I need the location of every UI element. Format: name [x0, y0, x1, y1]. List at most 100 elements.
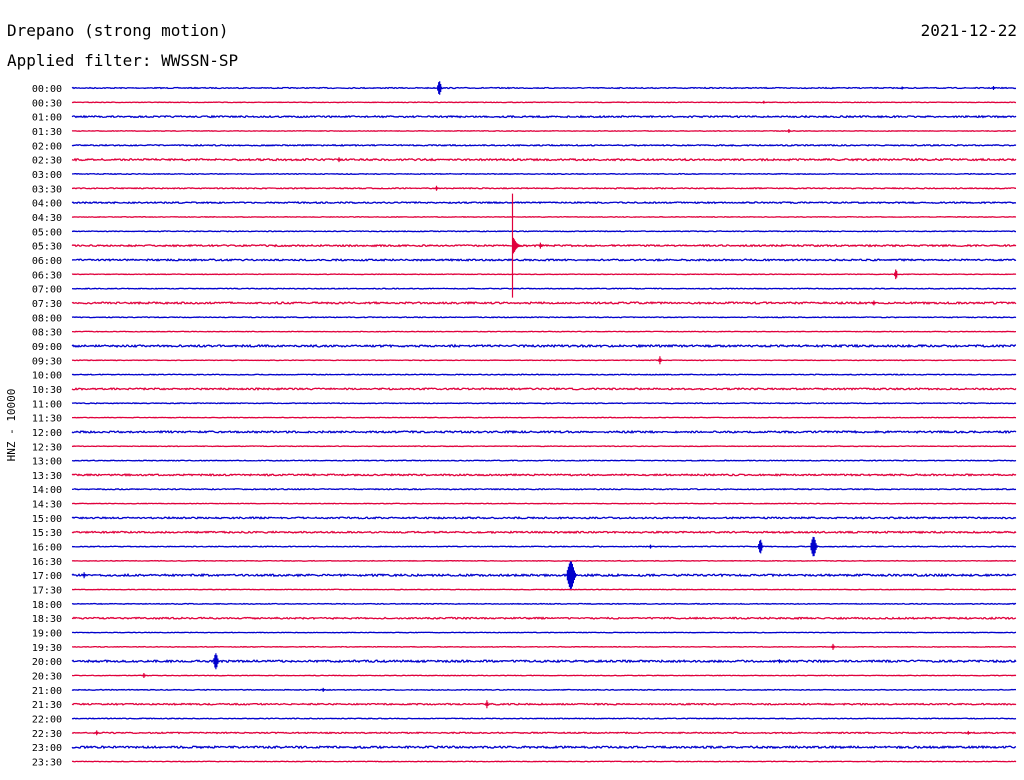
trace-line — [71, 387, 1017, 391]
row-time-label: 01:00 — [32, 113, 62, 124]
trace-line — [71, 572, 1017, 578]
trace-line — [71, 559, 1017, 562]
row-time-label: 08:00 — [32, 313, 62, 324]
row-time-label: 07:30 — [32, 299, 62, 310]
seismic-event — [777, 659, 782, 664]
row-time-label: 07:00 — [32, 285, 62, 296]
seismic-event — [213, 653, 220, 670]
filter-label: Applied filter: WWSSN-SP — [7, 51, 238, 70]
row-time-label: 11:30 — [32, 414, 62, 425]
seismic-event — [566, 561, 577, 589]
trace-line — [71, 616, 1017, 621]
seismic-event — [511, 193, 523, 298]
trace-line — [71, 760, 1017, 763]
row-time-label: 08:30 — [32, 328, 62, 339]
seismic-event — [658, 356, 662, 365]
row-time-label: 20:00 — [32, 657, 62, 668]
trace-line — [71, 416, 1017, 419]
trace-line — [71, 731, 1017, 735]
trace-line — [71, 717, 1017, 720]
row-time-label: 22:00 — [32, 715, 62, 726]
seismic-event — [991, 86, 996, 90]
seismic-event — [758, 539, 764, 554]
row-time-label: 12:30 — [32, 442, 62, 453]
seismic-event — [966, 730, 970, 735]
row-time-label: 03:00 — [32, 170, 62, 181]
seismic-event — [142, 673, 146, 678]
row-time-label: 04:00 — [32, 199, 62, 210]
trace-line — [71, 230, 1017, 233]
trace-line — [71, 359, 1017, 362]
seismic-event — [762, 100, 766, 104]
trace-line — [71, 373, 1017, 376]
row-time-label: 16:30 — [32, 557, 62, 568]
row-time-label: 10:00 — [32, 371, 62, 382]
seismic-event — [437, 81, 443, 95]
trace-line — [71, 330, 1017, 333]
trace-line — [71, 502, 1017, 505]
row-time-label: 18:00 — [32, 600, 62, 611]
trace-line — [71, 300, 1017, 306]
trace-line — [71, 429, 1017, 435]
row-time-label: 06:00 — [32, 256, 62, 267]
trace-line — [71, 473, 1017, 477]
trace-line — [71, 243, 1017, 248]
row-time-label: 15:00 — [32, 514, 62, 525]
row-time-label: 12:00 — [32, 428, 62, 439]
row-time-label: 14:30 — [32, 500, 62, 511]
trace-line — [71, 316, 1017, 319]
seismic-event — [900, 86, 904, 90]
row-time-label: 19:30 — [32, 643, 62, 654]
row-time-label: 16:00 — [32, 543, 62, 554]
trace-line — [71, 459, 1017, 462]
trace-line — [71, 602, 1017, 606]
row-time-label: 15:30 — [32, 528, 62, 539]
trace-line — [71, 674, 1017, 677]
trace-line — [71, 530, 1017, 535]
row-time-label: 13:30 — [32, 471, 62, 482]
channel-label: HNZ - 10000 — [5, 389, 18, 462]
trace-line — [71, 129, 1017, 133]
row-time-label: 11:00 — [32, 399, 62, 410]
trace-line — [71, 186, 1017, 190]
trace-line — [71, 659, 1017, 664]
row-time-label: 00:00 — [32, 84, 62, 95]
row-time-label: 13:00 — [32, 457, 62, 468]
row-time-label: 01:30 — [32, 127, 62, 138]
row-time-label: 09:00 — [32, 342, 62, 353]
row-time-label: 17:00 — [32, 571, 62, 582]
trace-line — [71, 487, 1017, 491]
seismic-event — [831, 643, 835, 650]
row-time-label: 03:30 — [32, 184, 62, 195]
seismic-event — [894, 269, 899, 280]
seismic-event — [538, 242, 542, 249]
row-time-label: 20:30 — [32, 672, 62, 683]
row-time-label: 09:30 — [32, 356, 62, 367]
seismic-event — [648, 544, 653, 549]
trace-line — [71, 172, 1017, 176]
trace-line — [71, 101, 1017, 104]
trace-line — [71, 273, 1017, 276]
row-time-label: 04:30 — [32, 213, 62, 224]
row-time-label: 05:00 — [32, 227, 62, 238]
trace-line — [71, 545, 1017, 548]
row-time-label: 23:30 — [32, 758, 62, 769]
trace-line — [71, 258, 1017, 262]
seismic-event — [810, 536, 818, 557]
trace-line — [71, 215, 1017, 218]
trace-line — [71, 516, 1017, 520]
row-time-label: 21:00 — [32, 686, 62, 697]
row-time-label: 02:30 — [32, 156, 62, 167]
row-time-label: 23:00 — [32, 743, 62, 754]
trace-line — [71, 745, 1017, 750]
seismic-event — [485, 700, 489, 709]
row-time-label: 18:30 — [32, 614, 62, 625]
row-time-label: 06:30 — [32, 270, 62, 281]
seismic-event — [321, 687, 325, 692]
trace-line — [71, 702, 1017, 706]
row-time-label: 21:30 — [32, 700, 62, 711]
trace-line — [71, 114, 1017, 119]
trace-line — [71, 588, 1017, 591]
